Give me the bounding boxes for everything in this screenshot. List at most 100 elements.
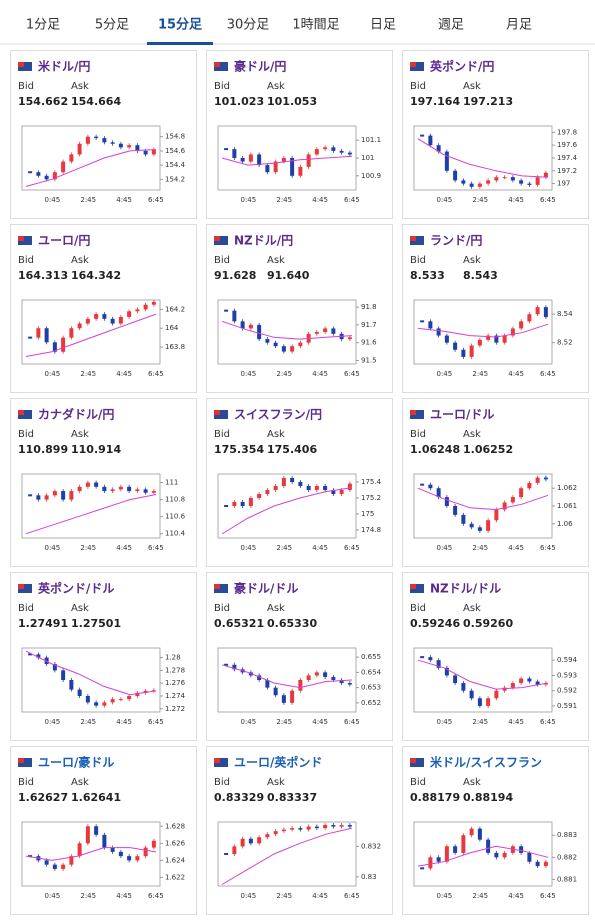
flag-stripe [410,584,416,589]
plot-frame [217,647,357,713]
card[interactable] [402,224,589,393]
card[interactable] [402,572,589,741]
card[interactable] [10,746,197,915]
time-label: 4:45 [312,196,328,204]
card[interactable] [10,50,197,219]
plot-frame [217,299,357,365]
candle [240,502,245,506]
y-tick-label: 101.1 [361,136,381,144]
pair-title[interactable]: NZドル/ドル [430,582,501,596]
pair-title[interactable]: カナダドル/円 [38,407,114,422]
y-tick-label: 174.8 [361,526,381,534]
candle [127,486,132,492]
time-label: 4:45 [508,892,524,900]
pair-title[interactable]: ユーロ/豪ドル [38,755,114,770]
card[interactable] [206,746,393,915]
card[interactable] [10,398,197,567]
bid-label: Bid [410,603,426,614]
pair-title[interactable]: 豪ドル/円 [234,59,286,74]
candle [510,328,515,336]
y-tick-label: 1.28 [165,654,181,662]
candle [52,342,57,352]
candle [323,328,328,332]
y-tick-label: 1.061 [557,502,577,510]
y-tick-label: 0.832 [361,842,381,850]
card[interactable] [10,224,197,393]
ask-label: Ask [463,777,481,788]
card[interactable] [206,572,393,741]
pair-title[interactable]: NZドル/円 [234,234,293,248]
pair-title[interactable]: 豪ドル/ドル [234,581,298,596]
flag-stripe [214,410,220,415]
ask-label: Ask [71,255,89,266]
flag [214,236,228,245]
bid-label: Bid [410,777,426,788]
card[interactable] [402,746,589,915]
tab[interactable]: 5分足 [95,18,129,33]
candle [461,835,466,853]
candle [469,690,474,699]
ask-value: 154.664 [71,95,121,108]
moving-average [417,845,549,867]
candle [143,847,148,857]
time-label: 0:45 [44,544,60,552]
candle [436,857,441,862]
y-tick-label: 175.2 [361,494,381,502]
candle [339,490,344,494]
card[interactable] [402,50,589,219]
flag-stripe [410,410,416,415]
card[interactable] [10,572,197,741]
pair-title[interactable]: 英ポンド/円 [430,59,494,74]
candle [290,158,295,176]
candle [543,172,548,178]
y-tick-label: 0.653 [361,684,381,692]
time-label: 6:45 [344,196,360,204]
candle [273,831,278,835]
ask-label: Ask [463,81,481,92]
plot-frame [21,473,161,539]
card[interactable] [206,50,393,219]
bid-value: 0.59246 [410,617,460,630]
candle [453,846,458,853]
candle [135,489,140,492]
pair-title[interactable]: ランド/円 [430,234,482,248]
candle [535,307,540,315]
card[interactable] [402,398,589,567]
tab[interactable]: 30分足 [227,18,270,33]
time-label: 0:45 [44,718,60,726]
candle [135,856,140,861]
y-tick-label: 8.52 [557,339,573,347]
y-tick-label: 0.883 [557,831,577,839]
card[interactable] [206,224,393,393]
candle [314,149,319,155]
pair-title[interactable]: 米ドル/スイスフラン [430,755,542,770]
candle [273,342,278,347]
flag-stripe [410,758,416,763]
candle [273,486,278,490]
y-tick-label: 1.276 [165,679,186,687]
pair-title[interactable]: ユーロ/円 [38,234,90,248]
candle [347,337,352,340]
bid-value: 197.164 [410,95,460,108]
candle [151,840,156,848]
y-tick-label: 100.9 [361,172,381,180]
tab[interactable]: 週足 [438,18,464,33]
time-label: 0:45 [240,892,256,900]
y-tick-label: 1.062 [557,484,577,492]
candle [232,502,237,506]
tab[interactable]: 1時間足 [292,18,339,33]
tab[interactable]: 月足 [506,18,532,33]
pair-title[interactable]: 英ポンド/ドル [38,581,114,596]
y-tick-label: 1.06 [557,520,573,528]
candle [257,324,262,340]
tab[interactable]: 1分足 [26,18,60,33]
pair-title[interactable]: ユーロ/英ポンド [234,755,322,770]
pair-title[interactable]: スイスフラン/円 [234,408,322,422]
tab[interactable]: 日足 [370,18,396,33]
candle [461,683,466,691]
tab[interactable]: 15分足 [158,17,203,33]
pair-title[interactable]: ユーロ/ドル [430,408,494,422]
pair-title[interactable]: 米ドル/円 [38,59,90,74]
y-tick-label: 91.5 [361,356,377,364]
